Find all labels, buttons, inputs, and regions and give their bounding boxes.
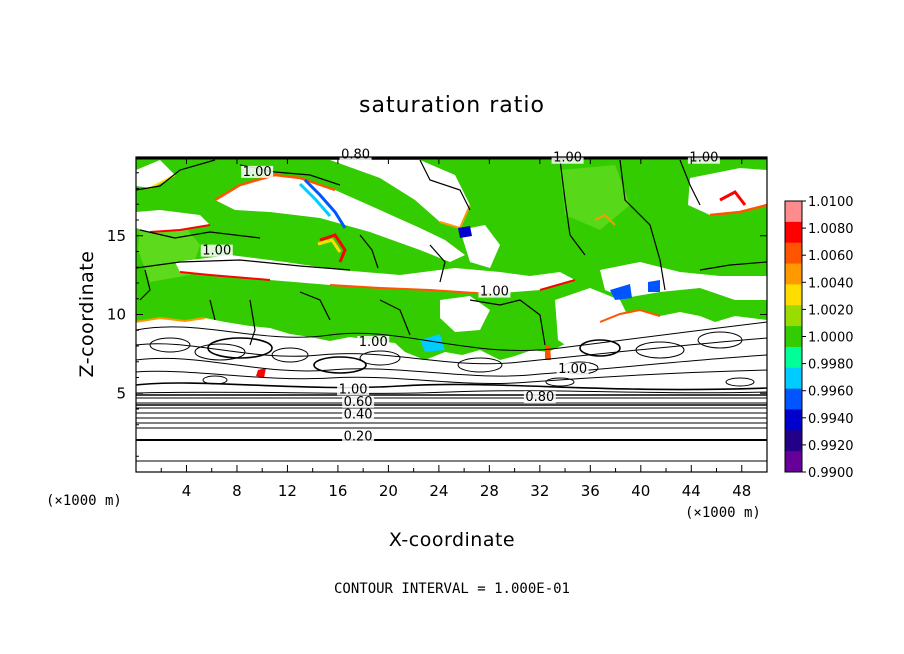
contour-label: 1.00 [202,244,231,259]
colorbar-swatch [785,221,802,244]
contour-interval-note: CONTOUR INTERVAL = 1.000E-01 [334,581,570,597]
colorbar-label: 1.0100 [808,195,854,210]
contour-label-background [241,165,274,178]
colorbar-swatch [785,326,802,348]
contour-label-background [200,244,233,257]
contour-label-background [342,408,375,421]
x-tick-label: 4 [182,482,192,500]
colorbar-swatch [785,284,802,306]
contour-label: 0.80 [525,390,554,405]
colorbar-label: 0.9980 [808,358,854,373]
contour-label: 1.00 [558,362,587,377]
colorbar-swatch [785,367,802,390]
x-tick-label: 24 [429,482,448,500]
contour-label: 1.00 [553,151,582,166]
x-tick-label: 12 [278,482,297,500]
contour-label: 0.20 [344,430,373,445]
colorbar-swatch [785,242,802,265]
x-tick-label: 20 [379,482,398,500]
colorbar-label: 0.9940 [808,412,854,427]
x-tick-label: 36 [581,482,600,500]
colorbar-swatch [785,430,802,452]
contour-label: 0.80 [341,148,370,163]
colorbar: 1.0100 1.0080 1.0060 1.0040 1.0020 1.0000 0.99… [784,195,854,481]
colorbar-label: 0.9920 [808,439,854,454]
colorbar-swatch [785,409,802,431]
contour-label: 0.40 [344,407,373,422]
y-tick-label: 5 [116,384,126,402]
colorbar-swatch [785,305,802,327]
x-tick-label: 32 [530,482,549,500]
x-tick-label: 28 [480,482,499,500]
colorbar-swatch [785,346,802,369]
x-unit-label-right: (×1000 m) [685,505,761,521]
contour-label-background [337,383,370,396]
colorbar-label: 1.0040 [808,276,854,291]
contour-label: 1.00 [339,382,368,397]
colorbar-label: 1.0020 [808,303,854,318]
contour-label: 1.00 [480,285,509,300]
contour-label-background [342,430,375,443]
colorbar-swatch [785,263,802,285]
y-axis: 5 10 15 [107,172,767,457]
colorbar-swatch [785,451,802,473]
colorbar-label: 0.9900 [808,466,854,481]
y-tick-label: 15 [107,227,126,245]
x-unit-label-left: (×1000 m) [46,493,122,509]
colorbar-swatch [785,388,802,410]
y-axis-label: Z-coordinate [76,251,98,378]
x-tick-label: 8 [232,482,242,500]
contour-label-background [523,391,556,404]
contour-label-background [551,151,584,164]
colorbar-label: 1.0080 [808,222,854,237]
contour-label-background [687,151,720,164]
contour-label-background [357,336,390,348]
x-tick-label: 48 [732,482,751,500]
contour-label: 1.00 [359,335,388,350]
y-tick-label: 10 [107,306,126,324]
contour-label-background [342,395,375,408]
colorbar-label: 0.9960 [808,385,854,400]
chart-title: saturation ratio [359,93,545,118]
contour-label: 1.00 [689,151,718,166]
contour-label: 0.60 [344,395,373,410]
contour-label: 1.00 [243,165,272,180]
colorbar-swatch [785,201,802,223]
plot-area [136,157,767,472]
x-axis-label: X-coordinate [389,529,515,551]
x-tick-label: 40 [631,482,650,500]
colorbar-label: 1.0060 [808,249,854,264]
x-tick-label: 44 [682,482,701,500]
x-tick-label: 16 [328,482,347,500]
colorbar-label: 1.0000 [808,331,854,346]
contour-label-background [478,285,511,298]
contour-label-background [556,362,589,375]
x-axis: 4 8 12 16 20 24 28 32 36 40 44 48 [160,157,751,500]
